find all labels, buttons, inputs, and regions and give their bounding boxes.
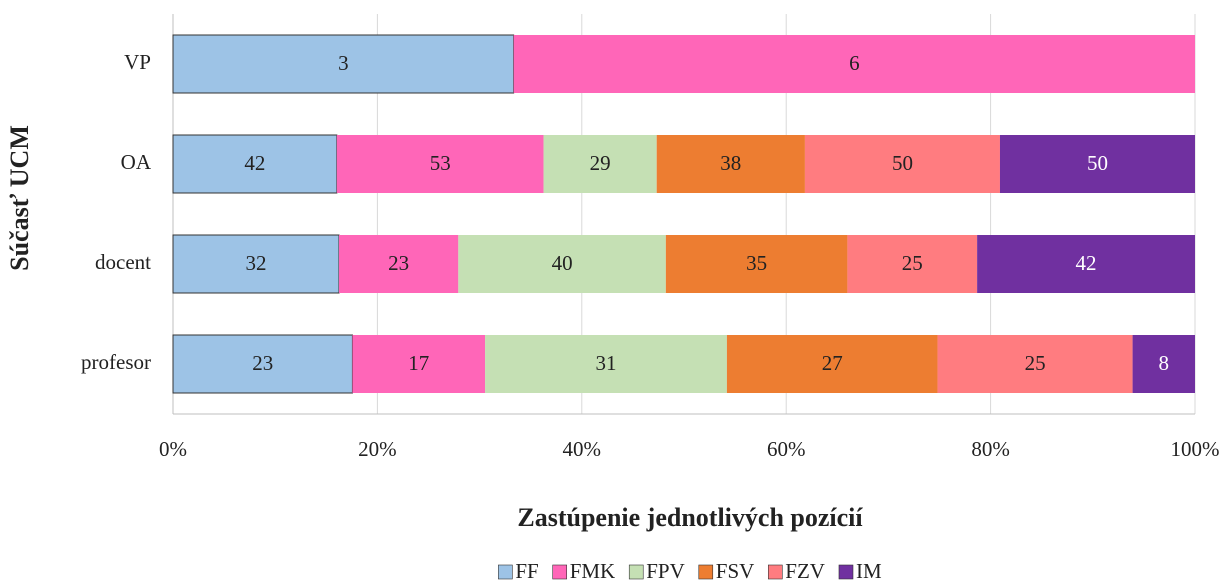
legend-label: FSV (716, 559, 755, 583)
bar-segment (336, 135, 544, 193)
legend-swatch (838, 564, 854, 580)
x-tick-label: 20% (358, 437, 397, 461)
bar-segment (726, 335, 938, 393)
bar-segment (172, 134, 338, 194)
bar-segment (999, 135, 1195, 193)
legend-swatch (498, 564, 513, 580)
data-label: 42 (1076, 251, 1097, 275)
bar-segment (977, 235, 1195, 293)
legend-label: FF (515, 559, 538, 583)
legend-swatch (767, 564, 783, 580)
data-label: 53 (430, 151, 451, 175)
data-label: 23 (388, 251, 409, 275)
bar-segment (804, 135, 1000, 193)
bar-segment (513, 35, 1195, 93)
bar-segment (847, 235, 978, 293)
y-tick-label: profesor (81, 350, 151, 374)
legend-label: FZV (785, 559, 825, 583)
data-label: 25 (902, 251, 923, 275)
x-tick-label: 40% (563, 437, 602, 461)
x-axis-label: Zastúpenie jednotlivých pozícií (517, 503, 863, 532)
bar-segment (665, 235, 848, 293)
legend-label: IM (856, 559, 882, 583)
bar-segment (172, 334, 353, 394)
x-tick-label: 80% (971, 437, 1010, 461)
legend-label: FMK (570, 559, 616, 583)
legend-label: FPV (646, 559, 685, 583)
legend: FF FMK FPV FSV FZV IM (498, 559, 882, 583)
data-label: 42 (244, 151, 265, 175)
bar-segment (1132, 335, 1195, 393)
x-tick-label: 0% (159, 437, 187, 461)
data-label: 50 (1087, 151, 1108, 175)
data-label: 17 (408, 351, 429, 375)
bar-segment (339, 235, 459, 293)
legend-swatch (628, 564, 644, 580)
data-label: 8 (1159, 351, 1170, 375)
bar-segment (937, 335, 1133, 393)
bar-segment (458, 235, 666, 293)
data-label: 38 (720, 151, 741, 175)
bar-segment (172, 34, 515, 94)
data-label: 23 (252, 351, 273, 375)
y-tick-label: docent (95, 250, 151, 274)
bar-segment (543, 135, 657, 193)
legend-swatch (698, 564, 714, 580)
data-label: 29 (590, 151, 611, 175)
y-axis-label: Súčasť UCM (5, 125, 34, 271)
legend-swatch (552, 564, 568, 580)
bar-segment (485, 335, 727, 393)
data-label: 40 (552, 251, 573, 275)
data-label: 31 (595, 351, 616, 375)
x-tick-label: 100% (1171, 437, 1220, 461)
bar-segment (352, 335, 486, 393)
data-label: 50 (892, 151, 913, 175)
y-tick-label: VP (124, 50, 151, 74)
data-label: 25 (1025, 351, 1046, 375)
data-label: 3 (338, 51, 349, 75)
data-label: 32 (246, 251, 267, 275)
x-tick-label: 60% (767, 437, 806, 461)
data-label: 35 (746, 251, 767, 275)
bar-segment (656, 135, 805, 193)
bar-segment (172, 234, 340, 294)
data-label: 27 (822, 351, 843, 375)
data-label: 6 (849, 51, 860, 75)
y-tick-label: OA (121, 150, 152, 174)
